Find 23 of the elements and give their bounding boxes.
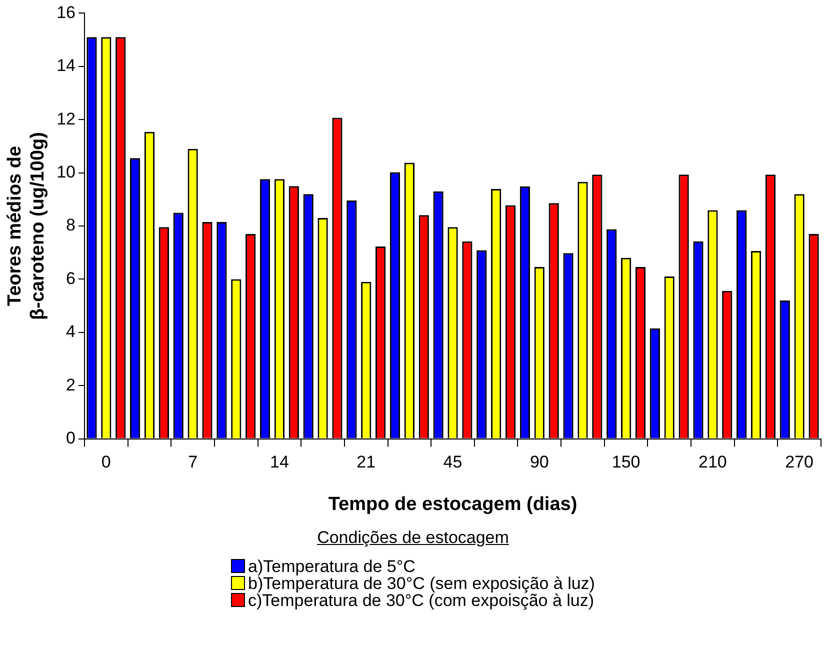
x-tick-label: 150 — [612, 452, 640, 472]
x-axis-title: Tempo de estocagem (dias) — [328, 494, 578, 515]
y-tick-label: 0 — [66, 428, 76, 448]
y-axis-title: Teores médios de β-caroteno (ug/100g) — [4, 132, 48, 320]
x-tick-label: 90 — [530, 452, 549, 472]
x-tick-label: 45 — [443, 452, 462, 472]
y-tick-label: 16 — [56, 2, 76, 22]
y-tick-label: 2 — [66, 375, 76, 394]
y-tick-label: 10 — [56, 162, 76, 182]
x-tick-label: 14 — [270, 452, 289, 472]
y-tick-label: 12 — [56, 109, 76, 128]
y-tick-label: 6 — [66, 268, 76, 288]
y-tick-label: 14 — [56, 56, 76, 76]
x-tick-label: 7 — [188, 452, 198, 472]
x-tick-label: 210 — [698, 452, 727, 472]
legend-label: a)Temperatura de 5°C — [247, 557, 416, 576]
y-tick-label: 8 — [66, 216, 76, 235]
legend-label: b)Temperatura de 30°C (sem exposição à luz) — [247, 574, 595, 593]
x-tick-label: 21 — [356, 452, 376, 472]
legend-title: Condições de estocagem — [316, 528, 510, 548]
y-tick-label: 4 — [66, 322, 76, 342]
x-tick-label: 270 — [785, 452, 814, 472]
x-tick-label: 0 — [101, 452, 111, 472]
